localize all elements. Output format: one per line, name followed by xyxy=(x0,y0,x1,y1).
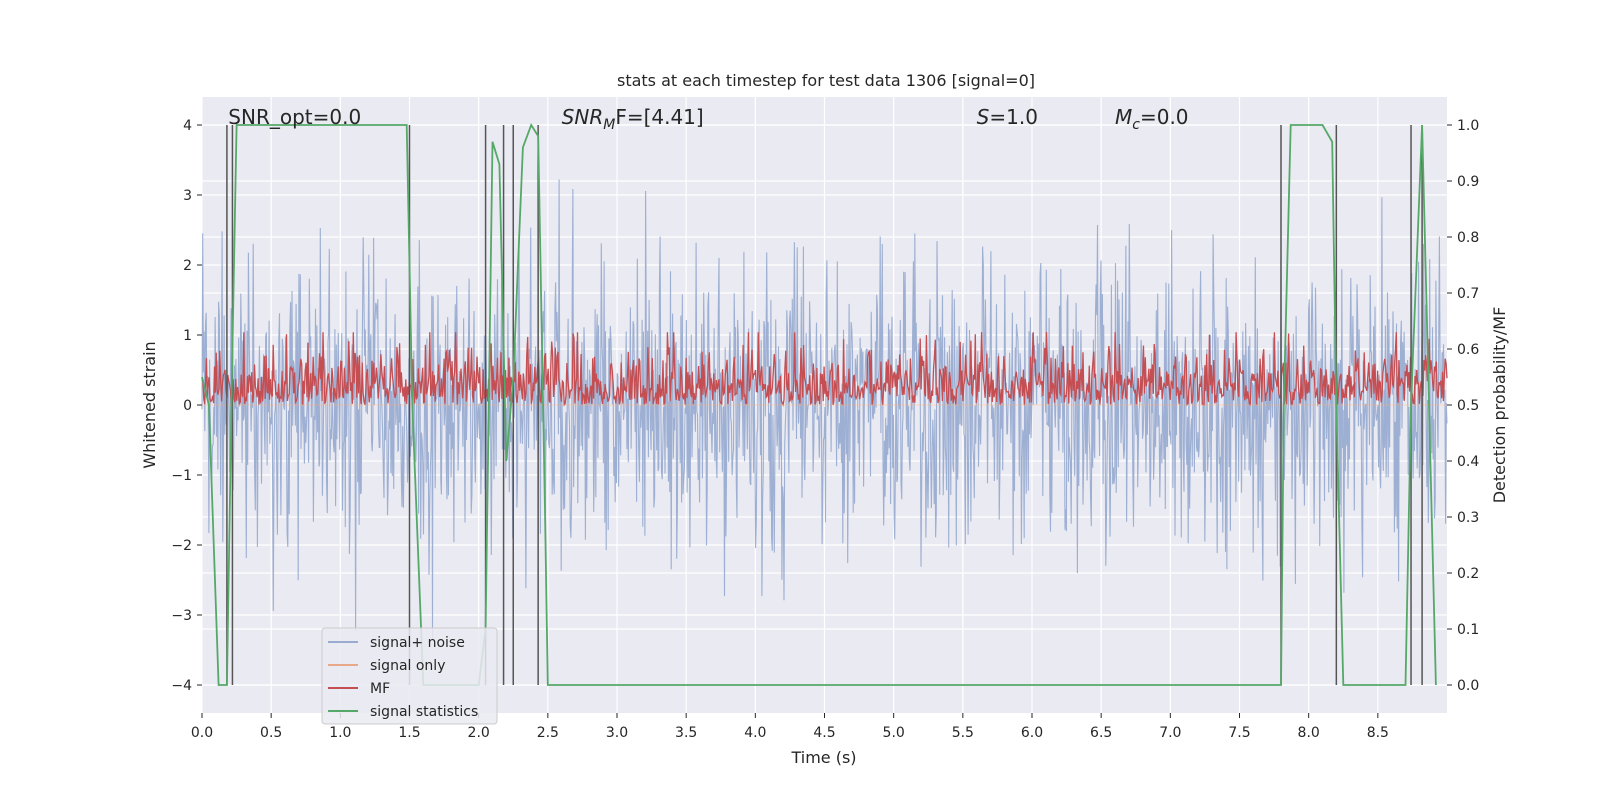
annotation-mc-val: Mc=0.0 xyxy=(1115,105,1189,133)
series-line-signal-statistics xyxy=(201,122,1437,686)
annotation-snr-mf: SNRMF=[4.41] xyxy=(562,105,704,133)
signal-statistics-series xyxy=(201,122,1437,686)
y-axis-right-label: Detection probability/MF xyxy=(1490,307,1509,504)
x-tick-label: 3.5 xyxy=(675,725,697,741)
x-tick-label: 7.0 xyxy=(1159,725,1181,741)
y-left-tick-label: 2 xyxy=(183,258,192,274)
legend: signal+ noise signal only MF signal statist… xyxy=(321,627,498,725)
y-right-tick-label: 0.1 xyxy=(1457,622,1479,638)
chart-title: stats at each timestep for test data 130… xyxy=(617,71,1035,90)
y-left-tick-label: −3 xyxy=(171,608,192,624)
y-axis-left-label: Whitened strain xyxy=(140,341,159,468)
x-tick-label: 4.0 xyxy=(744,725,766,741)
legend-label: signal statistics xyxy=(370,704,478,720)
y-right-tick-label: 0.4 xyxy=(1457,454,1479,470)
y-right-tick-label: 0.6 xyxy=(1457,342,1479,358)
y-right-tick-label: 0.7 xyxy=(1457,286,1479,302)
x-tick-label: 5.5 xyxy=(952,725,974,741)
y-left-tick-label: −2 xyxy=(171,538,192,554)
x-tick-label: 6.0 xyxy=(1021,725,1043,741)
x-tick-label: 3.0 xyxy=(606,725,628,741)
y-right-tick-label: 0.5 xyxy=(1457,398,1479,414)
y-left-tick-label: 1 xyxy=(183,328,192,344)
y-axis-left: 4 3 2 1 0 −1 −2 −3 −4 xyxy=(171,118,202,694)
y-right-tick-label: 0.2 xyxy=(1457,566,1479,582)
y-left-tick-label: 4 xyxy=(183,118,192,134)
annotation-snr-opt: SNR_opt=0.0 xyxy=(228,105,361,129)
y-right-tick-label: 1.0 xyxy=(1457,118,1479,134)
y-right-tick-label: 0.0 xyxy=(1457,678,1479,694)
x-tick-label: 2.0 xyxy=(468,725,490,741)
x-tick-label: 2.5 xyxy=(537,725,559,741)
x-tick-label: 6.5 xyxy=(1090,725,1112,741)
x-tick-label: 7.5 xyxy=(1228,725,1250,741)
annotations: SNR_opt=0.0 SNRMF=[4.41] S=1.0 Mc=0.0 xyxy=(228,105,1188,133)
x-tick-label: 0.5 xyxy=(260,725,282,741)
legend-box xyxy=(321,627,498,725)
x-tick-label: 8.5 xyxy=(1367,725,1389,741)
x-tick-label: 8.0 xyxy=(1298,725,1320,741)
y-right-tick-label: 0.3 xyxy=(1457,510,1479,526)
x-tick-label: 1.0 xyxy=(329,725,351,741)
y-axis-right: 1.0 0.9 0.8 0.7 0.6 0.5 0.4 0.3 0.2 0.1 0.0 xyxy=(1447,118,1479,694)
y-left-tick-label: −1 xyxy=(171,468,192,484)
x-axis-label: Time (s) xyxy=(790,748,856,767)
x-tick-label: 0.0 xyxy=(191,725,213,741)
x-tick-label: 4.5 xyxy=(813,725,835,741)
legend-label: signal+ noise xyxy=(370,635,465,651)
legend-label: signal only xyxy=(370,658,445,674)
y-left-tick-label: 0 xyxy=(183,398,192,414)
x-axis: 0.0 0.5 1.0 1.5 2.0 2.5 3.0 3.5 4.0 4.5 5.0 5.5 6.0 6… xyxy=(191,713,1389,741)
y-right-tick-label: 0.9 xyxy=(1457,174,1479,190)
y-right-tick-label: 0.8 xyxy=(1457,230,1479,246)
annotation-s-val: S=1.0 xyxy=(977,105,1038,129)
legend-label: MF xyxy=(370,681,390,697)
y-left-tick-label: −4 xyxy=(171,678,192,694)
x-tick-label: 1.5 xyxy=(398,725,420,741)
x-tick-label: 5.0 xyxy=(883,725,905,741)
y-left-tick-label: 3 xyxy=(183,188,192,204)
